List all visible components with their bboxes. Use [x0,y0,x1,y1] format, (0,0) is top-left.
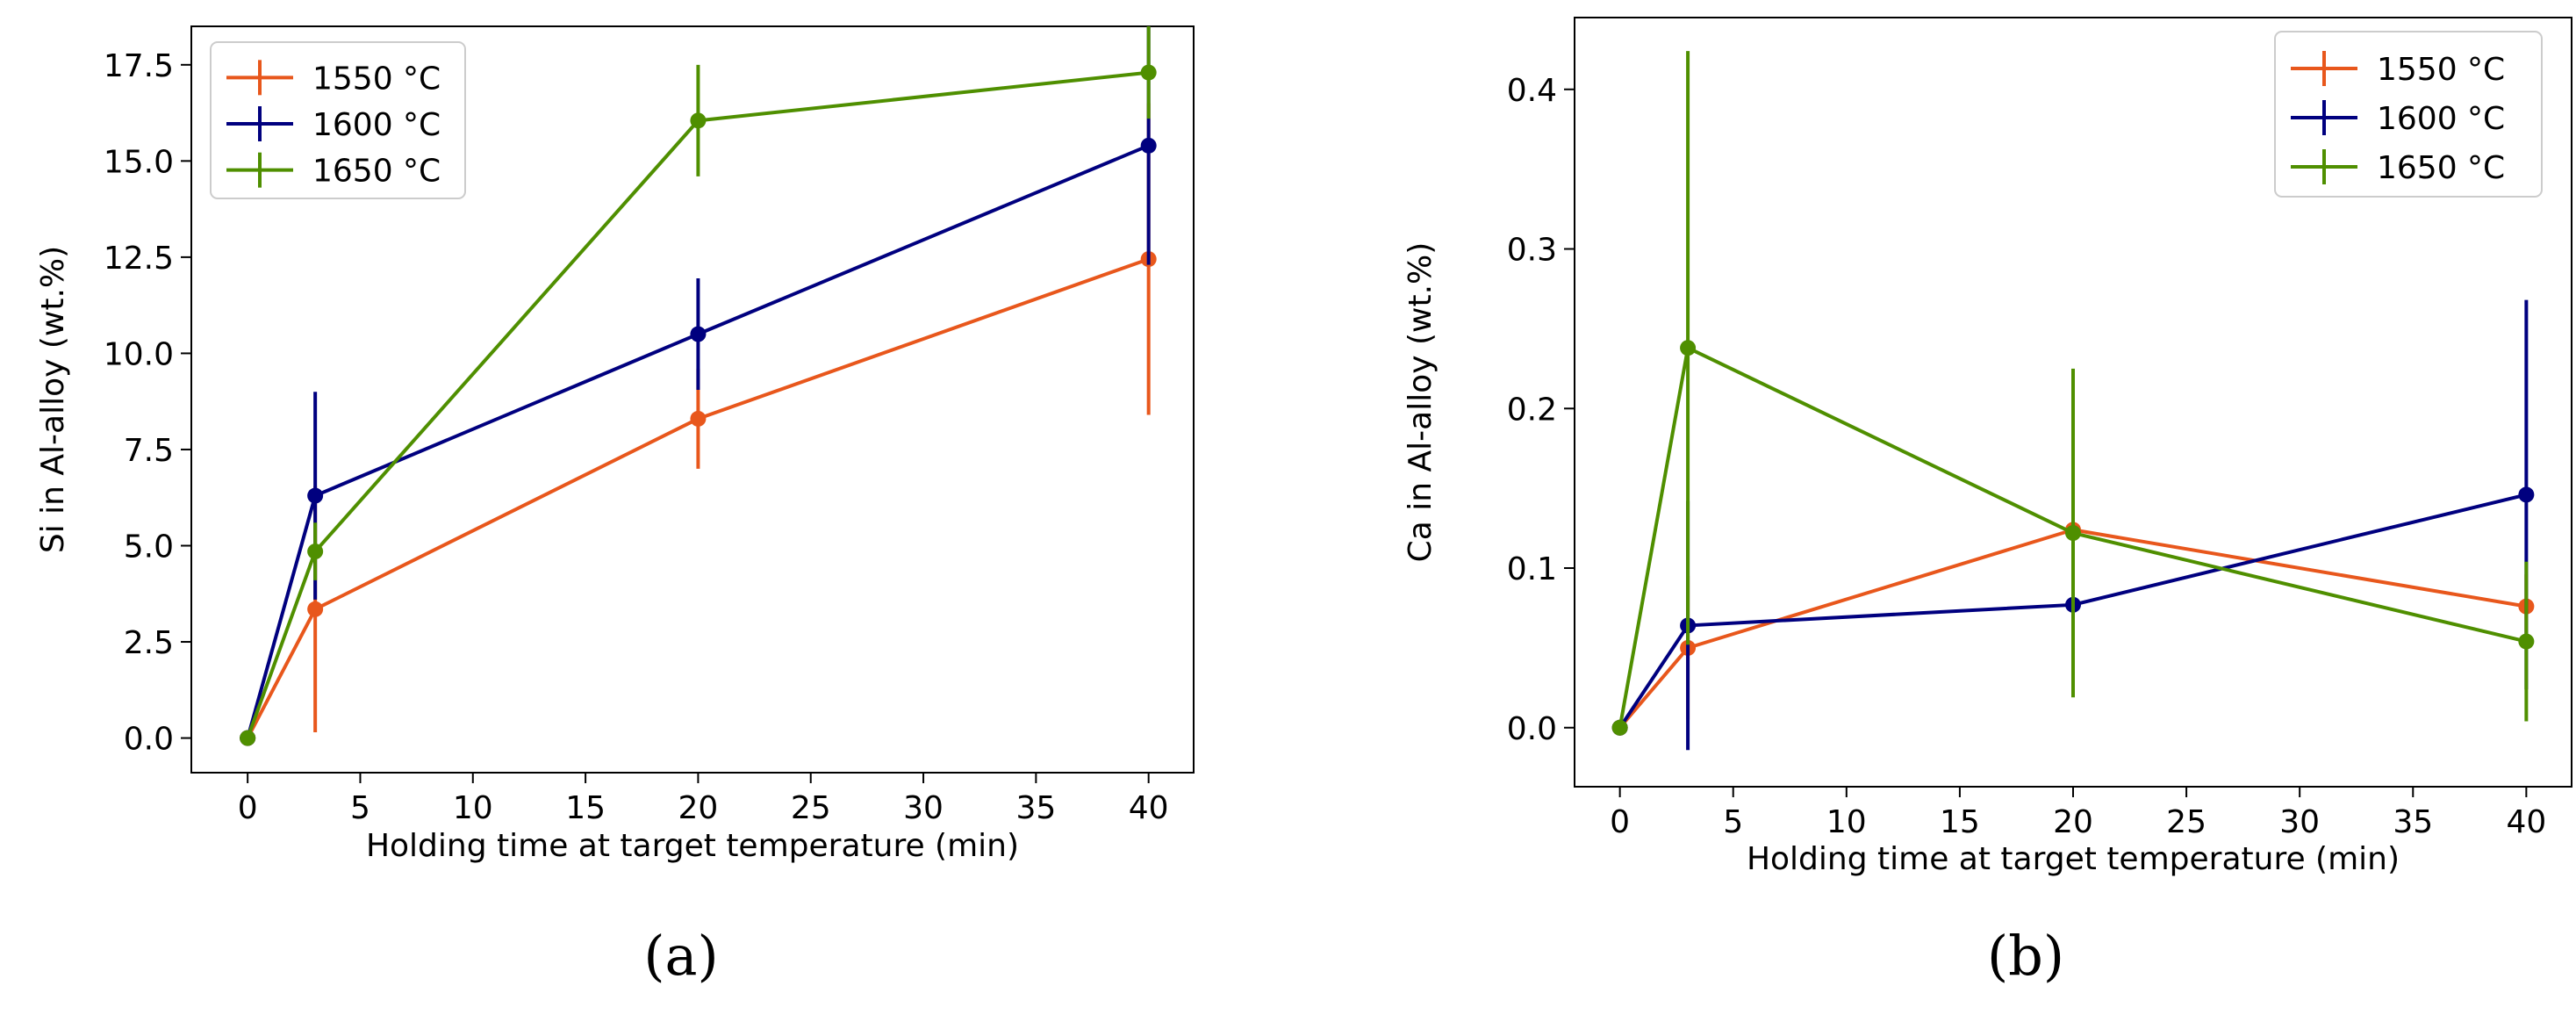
series-line [246,257,1150,739]
panel-a: 0 5 10 15 20 25 30 35 40 0.0 2.5 5.0 7.5 10.0 12.5 15.0… [35,25,1195,988]
data-point [2518,486,2535,503]
y-tick-label: 0.0 [1507,711,1557,747]
series-line [246,70,1149,739]
y-tick-label: 0.1 [1507,551,1557,587]
legend-label: 1600 °C [2377,101,2505,137]
data-point [307,543,324,560]
x-tick-label: 5 [350,790,370,826]
legend: 1550 °C 1600 °C 1650 °C [2274,31,2543,198]
legend-box [210,41,466,199]
data-point [1140,137,1157,154]
y-tick-label: 15.0 [104,144,174,180]
data-point [1611,719,1628,736]
y-tick-label: 0.4 [1507,73,1557,109]
y-tick-label: 0.3 [1507,233,1557,269]
legend-label: 1600 °C [312,107,441,143]
legend-label: 1650 °C [2377,150,2505,186]
panel-label: (a) [643,924,718,988]
x-tick-label: 15 [1940,804,1980,840]
y-tick-label: 17.5 [104,48,174,84]
x-axis-label: Holding time at target temperature (min) [366,828,1019,864]
y-axis-label: Si in Al-alloy (wt.%) [35,246,71,553]
x-axis-label: Holding time at target temperature (min) [1747,841,2400,877]
series-line [1618,346,2527,729]
data-point [240,730,256,746]
x-tick-label: 25 [791,790,831,826]
data-point [2518,633,2535,650]
series-line [246,143,1150,739]
x-tick-label: 10 [453,790,493,826]
panel-b: 0 5 10 15 20 25 30 35 40 0.0 0.1 0.2 0.3 0.4 Holding t… [1403,17,2572,988]
series-1600C [240,26,1157,746]
data-point [690,410,707,427]
x-tick-label: 10 [1826,804,1867,840]
data-point [690,326,707,342]
data-point [1680,340,1697,356]
legend-label: 1550 °C [2377,52,2505,88]
data-point [2065,525,2081,542]
y-tick-label: 5.0 [124,529,174,565]
legend-box [2274,31,2543,198]
x-tick-label: 20 [678,790,719,826]
x-tick-label: 30 [2279,804,2320,840]
legend-label: 1550 °C [312,61,441,97]
legend-label: 1650 °C [312,154,441,190]
y-tick-label: 0.2 [1507,392,1557,428]
x-tick-label: 40 [1129,790,1169,826]
x-tick-label: 0 [238,790,258,826]
panel-label: (b) [1987,924,2064,988]
y-tick-label: 10.0 [104,336,174,372]
x-tick-label: 15 [565,790,606,826]
legend: 1550 °C 1600 °C 1650 °C [210,41,466,199]
series-line [1618,493,2527,729]
y-tick-label: 2.5 [124,625,174,661]
series-1650C [240,26,1157,746]
x-tick-label: 5 [1723,804,1743,840]
x-tick-label: 20 [2053,804,2093,840]
data-point [307,601,324,617]
x-tick-label: 0 [1610,804,1630,840]
data-point [307,487,324,504]
y-tick-label: 0.0 [124,722,174,758]
y-axis-label: Ca in Al-alloy (wt.%) [1403,242,1439,563]
y-tick-label: 12.5 [104,241,174,277]
data-point [690,112,707,129]
x-tick-label: 30 [903,790,944,826]
x-tick-label: 25 [2166,804,2206,840]
plot-frame [190,25,1195,774]
data-point [1140,64,1157,81]
x-tick-label: 40 [2506,804,2546,840]
x-tick-label: 35 [2393,804,2433,840]
series-1650C [1611,51,2535,736]
y-tick-label: 7.5 [124,433,174,469]
x-tick-label: 35 [1015,790,1056,826]
series-line [1618,528,2527,730]
